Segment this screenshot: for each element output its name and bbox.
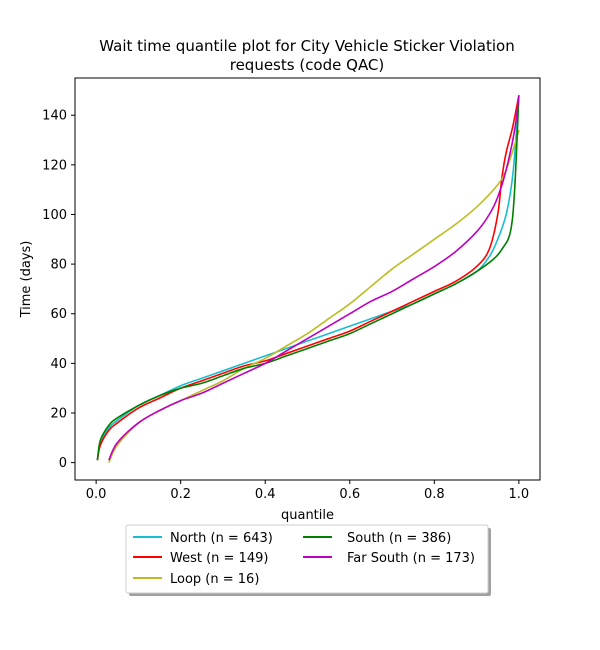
plot-area: [96, 95, 520, 463]
legend-box: [125, 524, 489, 594]
x-tick-label: 1.0: [509, 487, 530, 502]
plot-frame: [74, 77, 541, 481]
x-axis-label: quantile: [281, 508, 334, 523]
legend-label-far-south: Far South (n = 173): [347, 551, 475, 566]
axis-ticks: 0.0 0.2 0.4 0.6 0.8 1.0 0 20 40 60 80 100 120 140: [42, 109, 529, 502]
y-tick-label: 20: [50, 407, 67, 422]
legend: North (n = 643) West (n = 149) Loop (n =…: [125, 524, 491, 596]
series-line-south: [96, 95, 520, 461]
x-tick-label: 0.6: [339, 487, 360, 502]
legend-label-west: West (n = 149): [170, 551, 268, 566]
legend-label-south: South (n = 386): [347, 531, 451, 546]
x-tick-label: 0.2: [170, 487, 191, 502]
chart-title-line-1: Wait time quantile plot for City Vehicle…: [99, 37, 514, 55]
y-tick-label: 60: [50, 307, 67, 322]
y-tick-label: 0: [59, 456, 67, 471]
x-tick-label: 0.0: [86, 487, 107, 502]
series-line-west: [96, 95, 520, 461]
y-tick-label: 120: [42, 158, 67, 173]
y-tick-label: 100: [42, 208, 67, 223]
y-tick-label: 40: [50, 357, 67, 372]
y-tick-label: 80: [50, 258, 67, 273]
x-tick-label: 0.8: [424, 487, 445, 502]
chart-title-line-2: requests (code QAC): [230, 56, 385, 74]
y-tick-label: 140: [42, 109, 67, 124]
legend-label-loop: Loop (n = 16): [170, 572, 259, 587]
series-line-far-south: [108, 95, 520, 461]
legend-label-north: North (n = 643): [170, 531, 273, 546]
x-tick-label: 0.4: [255, 487, 276, 502]
y-axis-label: Time (days): [19, 241, 34, 319]
